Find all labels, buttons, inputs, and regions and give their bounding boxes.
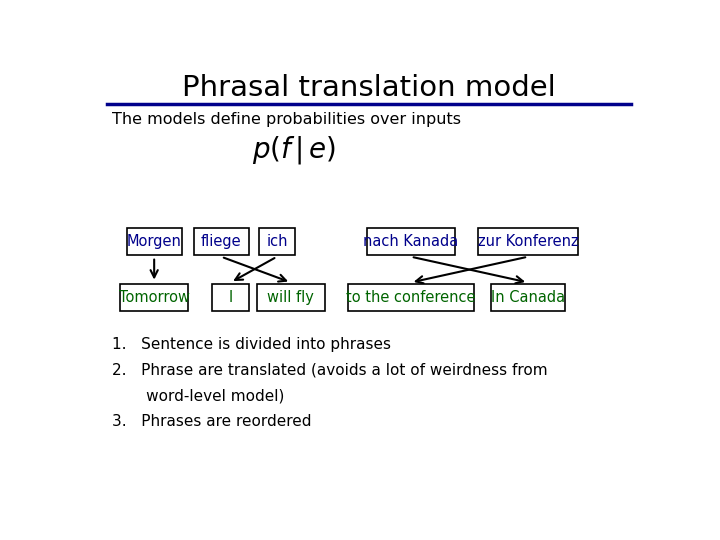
Text: The models define probabilities over inputs: The models define probabilities over inp… xyxy=(112,112,462,127)
Text: Tomorrow: Tomorrow xyxy=(119,290,189,305)
Text: I: I xyxy=(228,290,233,305)
Text: 1.   Sentence is divided into phrases: 1. Sentence is divided into phrases xyxy=(112,337,392,352)
Bar xyxy=(367,228,454,255)
Text: Morgen: Morgen xyxy=(127,234,181,249)
Text: will fly: will fly xyxy=(267,290,315,305)
Text: nach Kanada: nach Kanada xyxy=(363,234,459,249)
Bar xyxy=(127,228,181,255)
Bar xyxy=(257,284,325,311)
Text: 2.   Phrase are translated (avoids a lot of weirdness from: 2. Phrase are translated (avoids a lot o… xyxy=(112,363,548,378)
Bar xyxy=(212,284,248,311)
Text: In Canada: In Canada xyxy=(491,290,565,305)
Bar xyxy=(478,228,578,255)
Bar xyxy=(194,228,248,255)
Text: word-level model): word-level model) xyxy=(112,389,284,404)
Bar xyxy=(258,228,295,255)
Text: ich: ich xyxy=(266,234,288,249)
Bar xyxy=(491,284,565,311)
Text: zur Konferenz: zur Konferenz xyxy=(477,234,578,249)
Bar xyxy=(120,284,188,311)
Text: Phrasal translation model: Phrasal translation model xyxy=(182,73,556,102)
Text: $p(f\,|\,e)$: $p(f\,|\,e)$ xyxy=(251,134,336,166)
Text: 3.   Phrases are reordered: 3. Phrases are reordered xyxy=(112,415,312,429)
Text: to the conference: to the conference xyxy=(346,290,476,305)
Text: fliege: fliege xyxy=(201,234,241,249)
Bar xyxy=(348,284,474,311)
